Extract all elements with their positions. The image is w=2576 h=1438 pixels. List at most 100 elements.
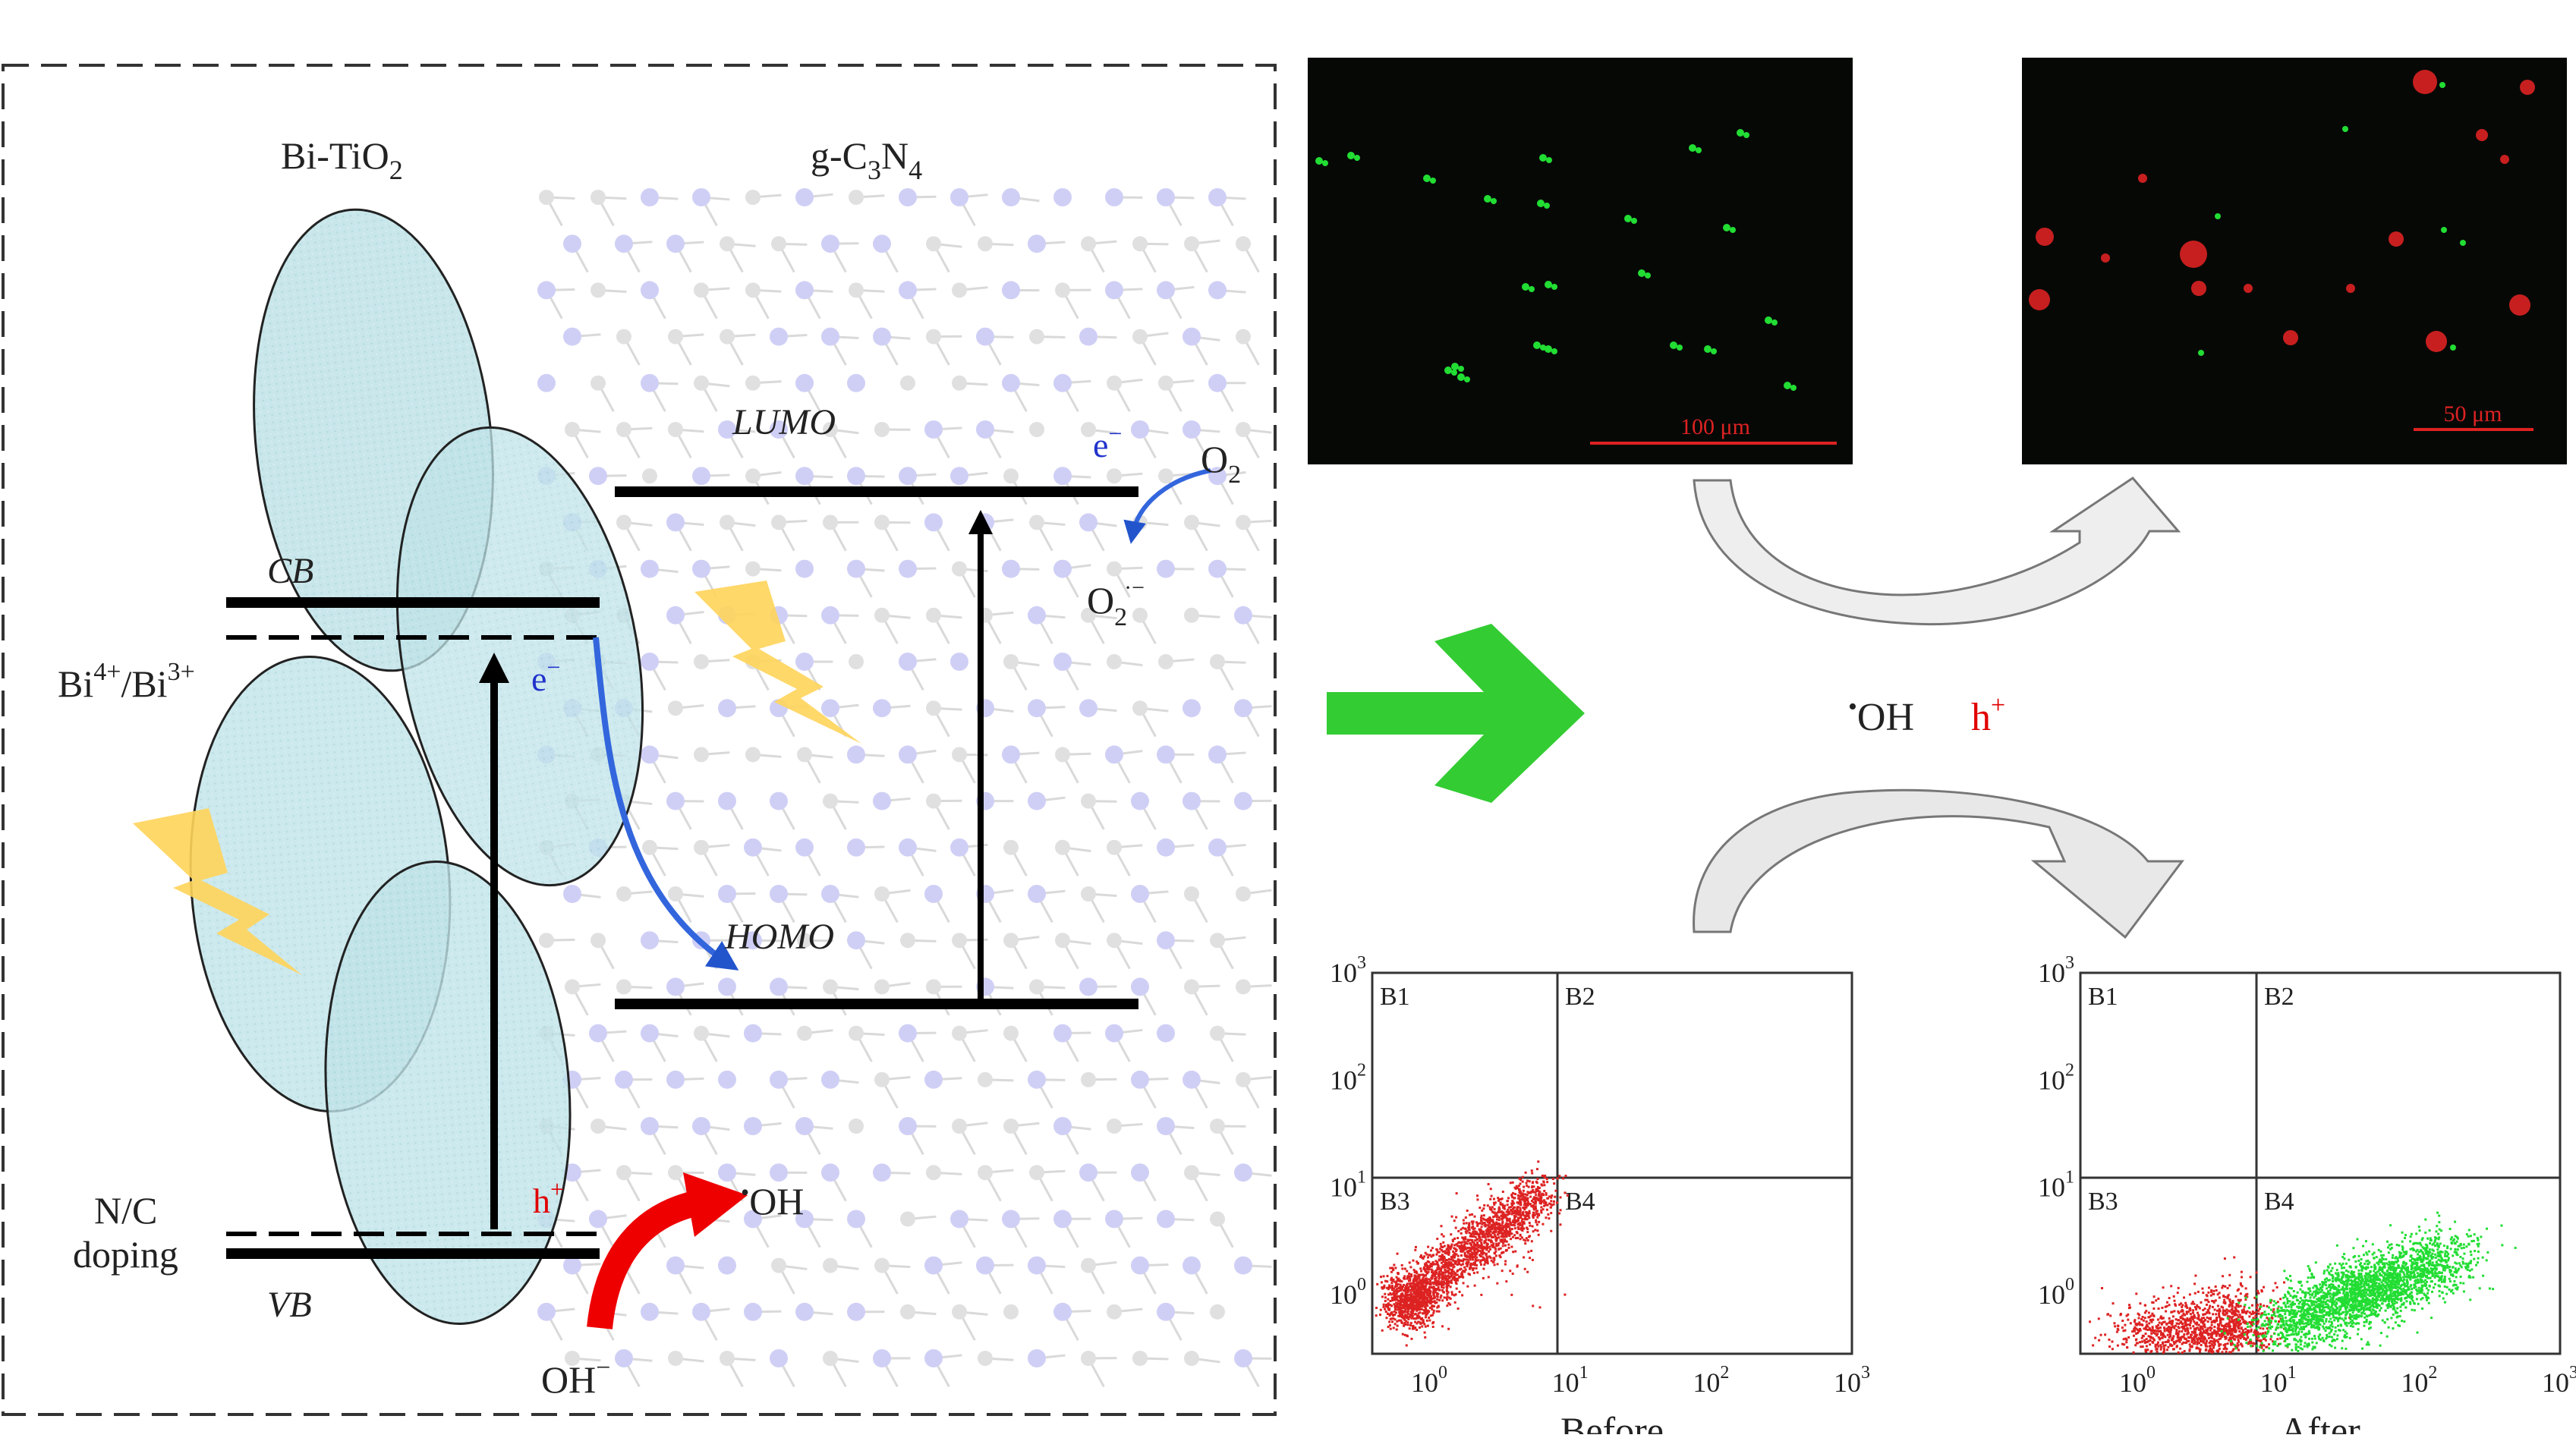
scatter-point [1416,1290,1418,1292]
nitrogen-atom [821,885,839,903]
scatter-point [1467,1252,1469,1254]
scatter-point [1465,1216,1467,1219]
scatter-point [2166,1305,2168,1307]
scatter-point [1383,1285,1385,1287]
scatter-point [1397,1295,1399,1298]
scatter-point [1456,1278,1458,1280]
carbon-atom [720,1351,735,1366]
scatter-point [1412,1328,1414,1330]
live-cell [1464,376,1470,382]
scatter-point [2108,1345,2111,1348]
scatter-point [1511,1200,1513,1202]
scatter-point [1519,1182,1522,1185]
scatter-point [1537,1199,1539,1201]
scatter-point [2168,1304,2171,1306]
scatter-point [1406,1321,1409,1323]
scatter-point [2329,1295,2332,1298]
scatter-point [2173,1348,2175,1350]
live-cell [1638,269,1645,277]
scatter-point [1523,1256,1525,1258]
scatter-point [2146,1348,2149,1351]
scatter-point [1450,1245,1453,1248]
scatter-point [1400,1284,1402,1286]
scatter-point [1501,1210,1503,1213]
scatter-point [2260,1303,2262,1305]
scatter-point [2279,1298,2282,1300]
scatter-point [2164,1336,2166,1338]
scatter-point [2356,1238,2358,1241]
scatter-point [1376,1283,1378,1285]
scatter-point [1513,1202,1515,1204]
nitrogen-atom [744,1024,762,1043]
scatter-point [2153,1295,2156,1298]
scatter-point [1466,1230,1469,1232]
scatter-point [2252,1317,2254,1319]
scatter-point [2157,1319,2159,1321]
scatter-point [2241,1309,2244,1311]
scatter-point [1455,1216,1457,1219]
scatter-point [2206,1340,2208,1342]
scatter-point [2166,1348,2168,1351]
scatter-point [2470,1254,2472,1256]
scatter-point [2256,1307,2258,1309]
scatter-point [1469,1263,1472,1266]
scatter-point [1379,1314,1381,1316]
scatter-point [2150,1350,2152,1352]
scatter-point [1471,1213,1473,1216]
scatter-point [2145,1333,2147,1335]
nitrogen-atom [1157,281,1175,299]
scatter-point [1416,1301,1418,1304]
carbon-atom [745,468,761,483]
scatter-point [1425,1309,1427,1311]
scatter-point [1516,1264,1519,1267]
quadrant-label-b2: B2 [1565,983,1595,1011]
live-cell [1347,152,1355,159]
scatter-point [1411,1301,1413,1304]
scatter-point [2168,1336,2171,1339]
scatter-point [2304,1342,2307,1344]
scatter-point [2104,1333,2106,1336]
scatter-point [1427,1246,1429,1248]
scatter-point [1451,1269,1453,1271]
scatter-point [2158,1330,2160,1333]
scatter-point [2223,1348,2225,1350]
scatter-point [1427,1325,1429,1327]
scatter-point [1462,1248,1464,1250]
nitrogen-atom [976,1257,994,1275]
scatter-point [2256,1334,2258,1336]
scatter-point [1494,1263,1496,1266]
carbon-atom [797,1026,812,1041]
scatter-point [2268,1307,2270,1309]
scatter-point [1538,1306,1541,1308]
scatter-point [1462,1237,1464,1239]
scatter-point [2136,1342,2138,1344]
scatter-point [2234,1306,2236,1308]
scatter-point [1499,1225,1501,1227]
scatter-point [1409,1285,1412,1287]
scatter-point [1488,1276,1490,1278]
nitrogen-atom [821,234,839,253]
scatter-point [2134,1328,2137,1330]
scatter-point [1394,1323,1397,1325]
carbon-atom [1236,514,1251,530]
scatter-point [2382,1254,2385,1257]
scatter-point [1433,1285,1435,1288]
scatter-point [1488,1251,1490,1253]
scatter-point [1422,1321,1425,1323]
carbon-atom [952,376,967,391]
scatter-point [1472,1253,1475,1255]
scatter-point [1496,1218,1498,1220]
scatter-point [2159,1344,2162,1346]
scatter-point [2466,1233,2468,1235]
carbon-atom [1236,886,1251,902]
scatter-point [1419,1267,1422,1270]
scatter-point [2222,1318,2224,1320]
scatter-point [1548,1217,1550,1219]
scatter-point [2174,1325,2177,1327]
carbon-atom [565,422,580,437]
nitrogen-atom [692,467,710,485]
scatter-point [2148,1311,2150,1314]
scatter-point [1440,1225,1442,1227]
scatter-point [1493,1198,1495,1200]
scatter-point [2206,1311,2208,1314]
